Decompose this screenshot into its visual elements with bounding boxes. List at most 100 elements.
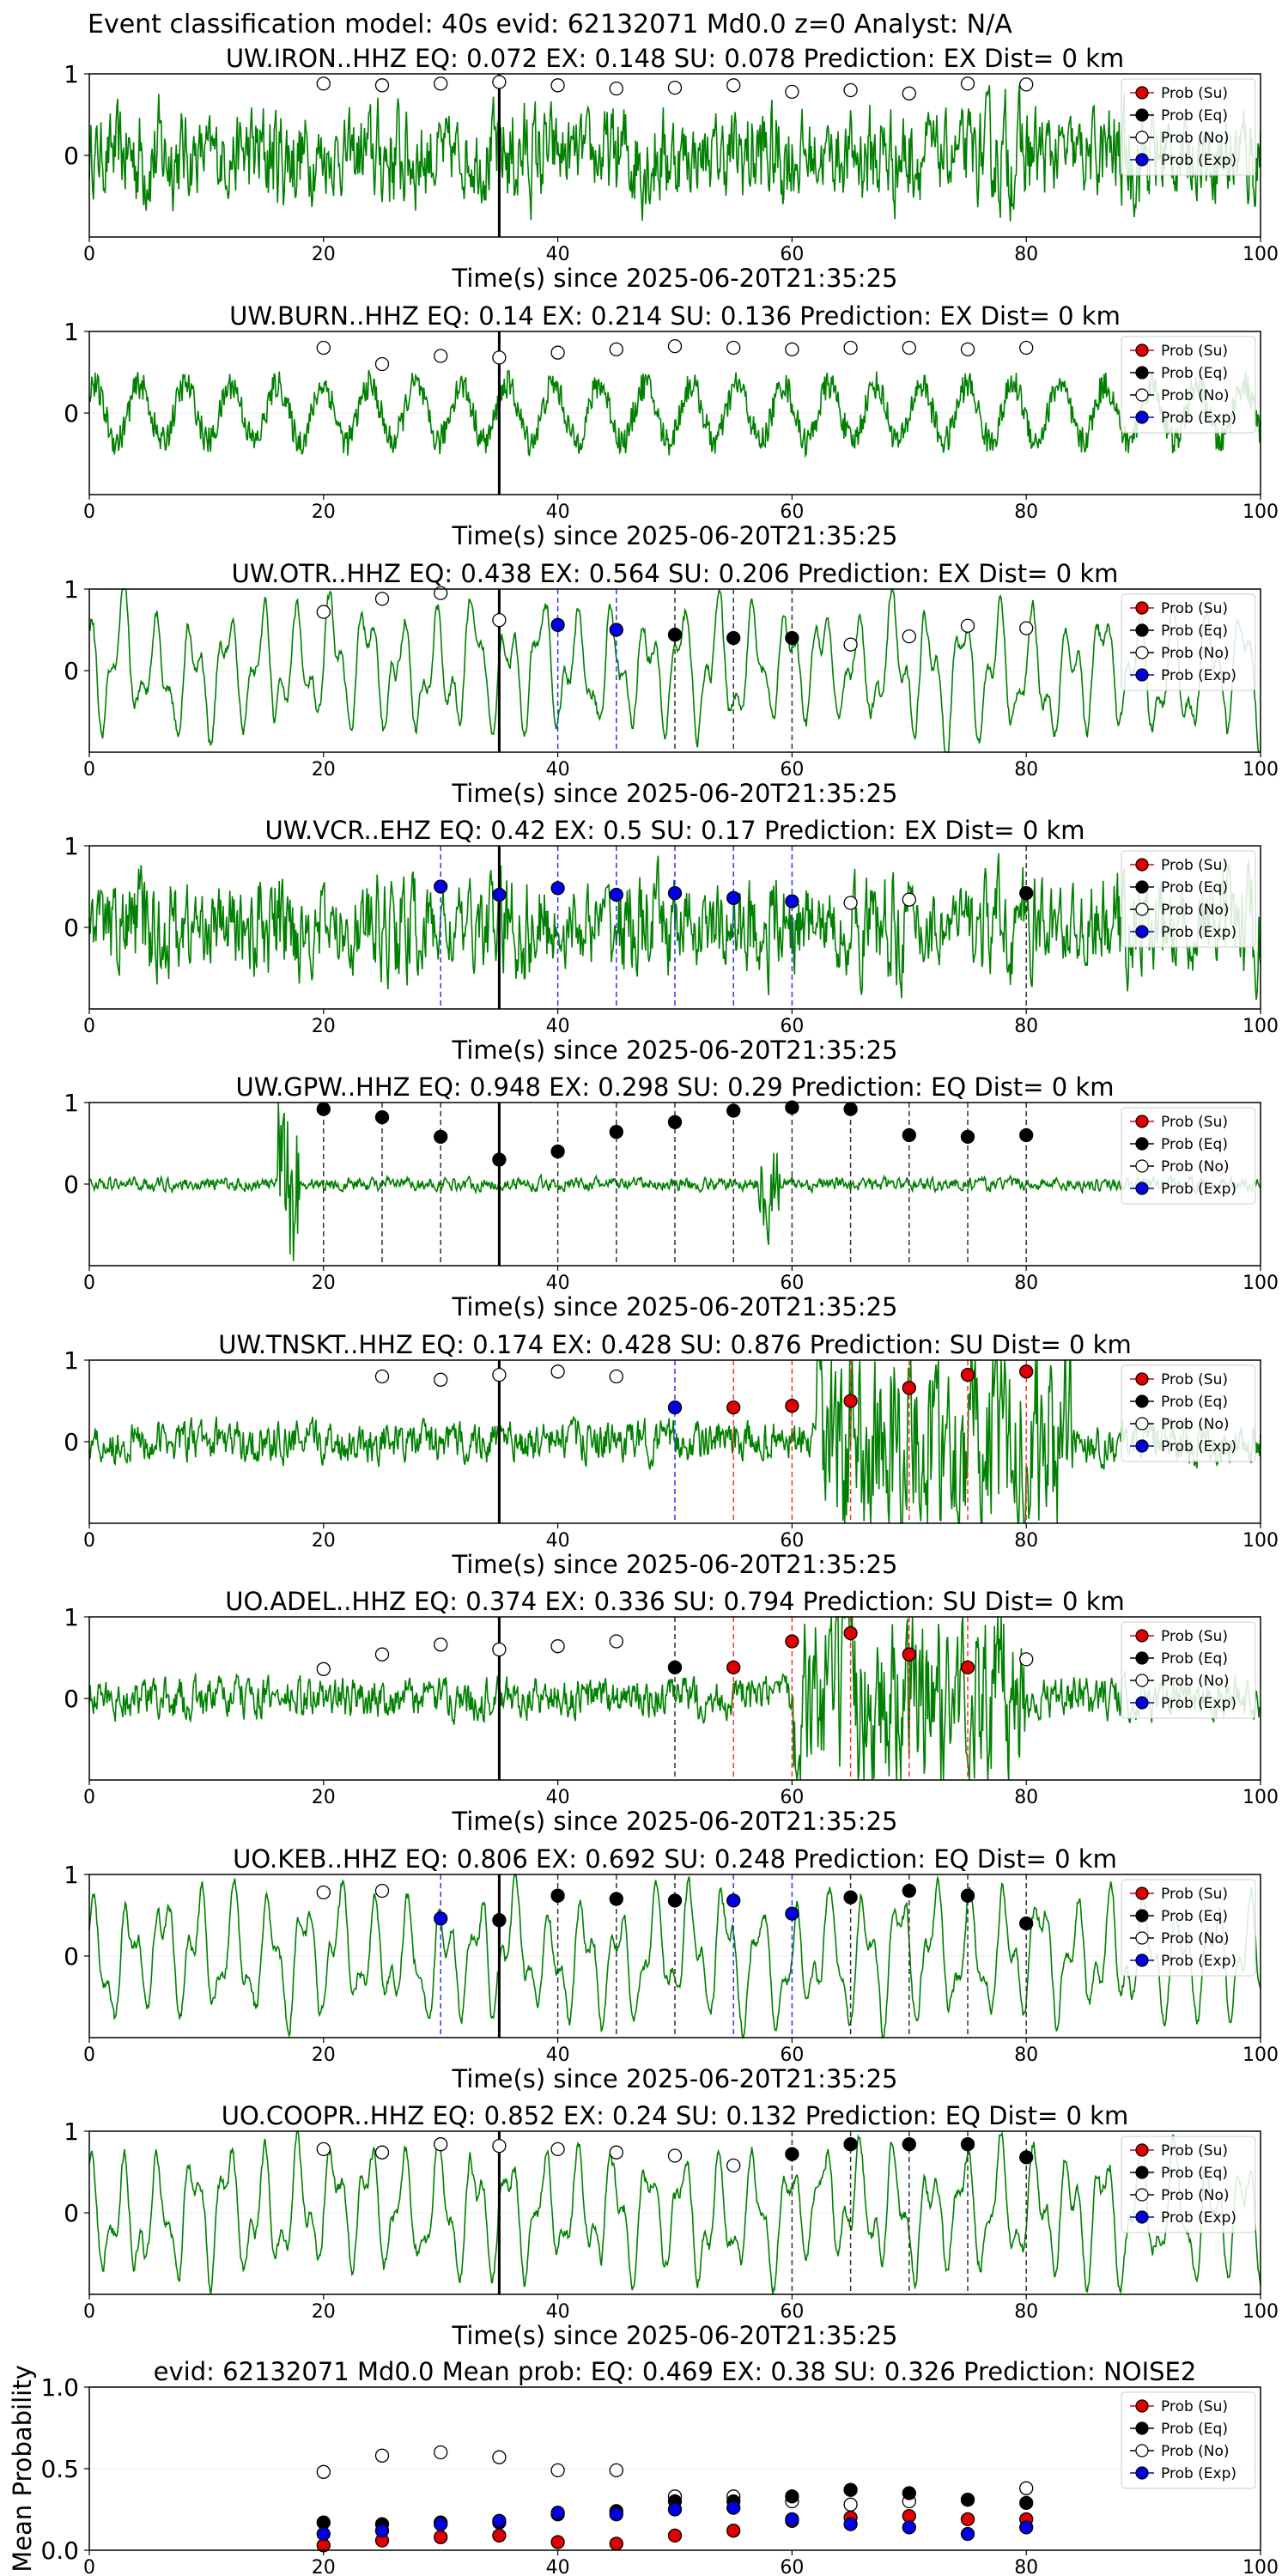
x-tick-label: 60 (780, 1530, 804, 1552)
x-tick-label: 80 (1014, 759, 1038, 781)
prob-eq-marker (726, 630, 741, 646)
legend-label: Prob (No) (1161, 902, 1230, 919)
legend-label: Prob (No) (1161, 1673, 1230, 1690)
subplot-4: UW.VCR..EHZ EQ: 0.42 EX: 0.5 SU: 0.17 Pr… (64, 816, 1279, 1065)
x-tick-label: 20 (312, 759, 336, 781)
prob-eq-marker (843, 2482, 858, 2497)
legend-marker (1135, 2399, 1149, 2413)
prob-exp-marker (785, 1906, 799, 1921)
x-tick-label: 60 (780, 1016, 804, 1037)
legend-label: Prob (Exp) (1161, 667, 1236, 684)
y-tick-label: 1 (64, 832, 79, 860)
legend-box (1121, 850, 1256, 948)
x-tick-label: 0 (83, 501, 95, 523)
y-tick-label: 1.0 (40, 2373, 79, 2402)
prob-su-marker (843, 1394, 858, 1408)
y-axis-label: Mean Probability (8, 2365, 37, 2573)
prob-no-marker (374, 592, 390, 606)
prob-exp-marker (374, 2524, 390, 2538)
prob-eq-marker (902, 1127, 916, 1143)
legend-marker (1135, 410, 1149, 424)
subplot-title: UW.VCR..EHZ EQ: 0.42 EX: 0.5 SU: 0.17 Pr… (264, 816, 1084, 845)
prob-eq-marker (374, 1109, 390, 1125)
subplot-8: UO.KEB..HHZ EQ: 0.806 EX: 0.692 SU: 0.24… (64, 1844, 1279, 2093)
legend-marker (1135, 388, 1149, 402)
prob-su-marker (726, 2524, 741, 2538)
prob-su-marker (785, 1399, 799, 1413)
legend-box (1121, 78, 1256, 176)
legend-marker (1135, 601, 1149, 615)
legend-marker (1135, 1159, 1149, 1173)
x-tick-label: 40 (546, 244, 570, 265)
legend-marker (1135, 880, 1149, 894)
legend-box (1121, 593, 1256, 691)
legend-marker (1135, 2421, 1149, 2435)
prob-no-marker (902, 629, 916, 644)
prob-exp-marker (434, 2517, 448, 2531)
legend-marker (1135, 1115, 1149, 1128)
waveform-trace (88, 2129, 1261, 2295)
legend-label: Prob (No) (1161, 2187, 1230, 2204)
x-axis-label: Time(s) since 2025-06-20T21:35:25 (452, 779, 898, 808)
prob-exp-marker (609, 887, 623, 902)
x-tick-label: 60 (780, 2044, 804, 2066)
subplot-title: UW.GPW..HHZ EQ: 0.948 EX: 0.298 SU: 0.29… (236, 1072, 1115, 1102)
x-tick-label: 60 (780, 501, 804, 523)
x-tick-label: 20 (312, 2301, 336, 2323)
x-tick-label: 40 (546, 1787, 570, 1808)
y-tick-label: 0 (64, 399, 79, 428)
prob-no-marker (843, 896, 858, 910)
prob-eq-marker (434, 1129, 448, 1145)
prob-no-marker (492, 2138, 507, 2154)
legend-marker (1135, 1137, 1149, 1151)
prob-eq-marker (960, 2492, 975, 2507)
y-tick-label: 1 (64, 2117, 79, 2146)
x-tick-label: 80 (1014, 2044, 1038, 2066)
y-tick-label: 1 (64, 1089, 79, 1117)
prob-no-marker (492, 2450, 507, 2464)
prob-no-marker (1019, 1652, 1034, 1667)
legend-marker (1135, 858, 1149, 872)
y-tick-label: 0 (64, 1428, 79, 1456)
prob-no-marker (960, 618, 975, 633)
x-tick-label: 100 (1242, 501, 1279, 523)
prob-no-marker (374, 2145, 390, 2160)
legend-label: Prob (Eq) (1161, 1650, 1228, 1668)
legend-label: Prob (Exp) (1161, 1953, 1236, 1970)
x-tick-label: 100 (1242, 1787, 1279, 1808)
legend-marker (1135, 1953, 1149, 1967)
prob-no-marker (726, 2158, 741, 2173)
legend-label: Prob (No) (1161, 387, 1230, 404)
x-axis-label: Time(s) since 2025-06-20T21:35:25 (452, 264, 898, 293)
prob-eq-marker (960, 1888, 975, 1903)
legend-marker (1135, 2466, 1149, 2480)
legend-label: Prob (No) (1161, 1416, 1230, 1433)
prob-eq-marker (492, 1913, 507, 1928)
prob-exp-marker (492, 2513, 507, 2528)
prob-no-marker (609, 1369, 623, 1384)
x-tick-label: 20 (312, 501, 336, 523)
prob-no-marker (609, 2463, 623, 2478)
legend-marker (1135, 2143, 1149, 2157)
prob-exp-marker (667, 2502, 683, 2517)
prob-no-marker (316, 2464, 331, 2479)
prob-su-marker (726, 1660, 741, 1675)
prob-exp-marker (550, 2506, 565, 2520)
prob-no-marker (492, 1642, 507, 1657)
subplot-title: UO.ADEL..HHZ EQ: 0.374 EX: 0.336 SU: 0.7… (225, 1587, 1125, 1616)
prob-su-marker (902, 1381, 916, 1395)
prob-no-marker (434, 2445, 448, 2460)
legend-marker (1135, 2188, 1149, 2202)
prob-no-marker (550, 2463, 565, 2478)
legend-label: Prob (Su) (1161, 85, 1228, 102)
prob-no-marker (550, 1639, 565, 1654)
legend-label: Prob (No) (1161, 1158, 1230, 1176)
prob-no-marker (492, 612, 507, 628)
prob-no-marker (902, 892, 916, 907)
prob-no-marker (1019, 340, 1034, 355)
prob-no-marker (316, 605, 331, 619)
subplot-title: UO.KEB..HHZ EQ: 0.806 EX: 0.692 SU: 0.24… (233, 1844, 1117, 1874)
x-tick-label: 40 (546, 1016, 570, 1037)
prob-no-marker (434, 586, 448, 600)
prob-exp-marker (550, 617, 565, 632)
